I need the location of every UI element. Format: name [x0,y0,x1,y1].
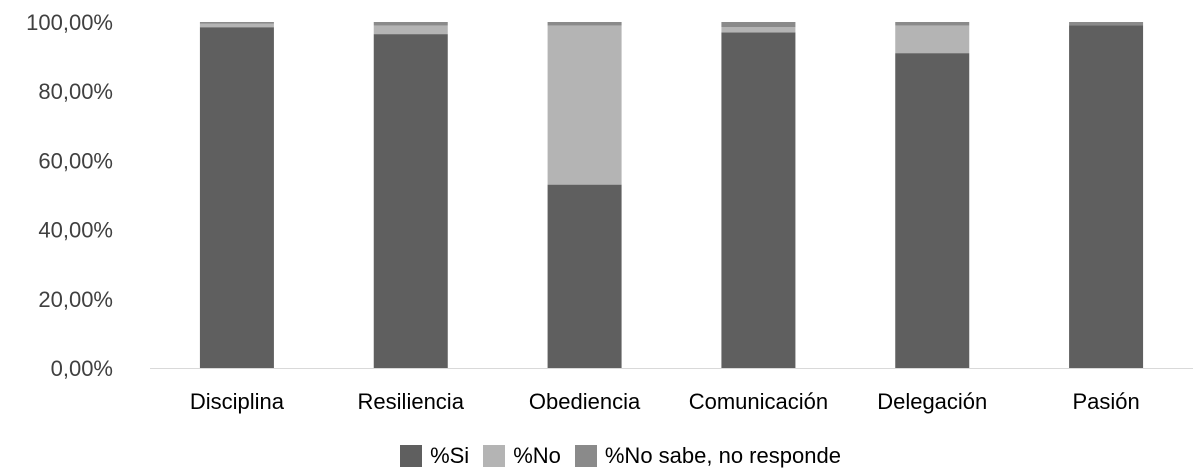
bar-segment-si [1069,25,1144,369]
legend-label: %No sabe, no responde [604,442,841,468]
y-axis: 0,00% 20,00% 40,00% 60,00% 80,00% 100,00% [26,10,113,381]
bar-segment-si [199,27,274,368]
legend-item: %No sabe, no responde [574,442,841,469]
legend: %Si %No %No sabe, no responde [0,438,1201,473]
bar-segment-nsnr [547,22,622,26]
bar-segment-nsnr [1069,22,1144,26]
y-tick-label: 0,00% [51,356,113,381]
y-tick-label: 100,00% [26,10,113,35]
legend-item: %Si [400,443,469,469]
legend-swatch [400,444,423,467]
bar-segment-no [199,23,274,28]
x-category-label: Resiliencia [358,389,465,414]
bar-segment-si [721,32,796,368]
x-category-label: Delegación [877,389,987,414]
bar-segment-no [895,25,970,54]
bar-segment-si [895,53,970,368]
y-tick-label: 20,00% [38,287,113,312]
bar-segment-no [373,25,448,35]
bar-segment-nsnr [721,22,796,28]
legend-label: %No [513,442,561,468]
legend-swatch [483,444,506,467]
bar-segment-si [547,184,622,368]
bar-segment-nsnr [895,22,970,26]
x-axis: Disciplina Resiliencia Obediencia Comunicac… [190,389,1140,414]
bar-segment-nsnr [373,22,448,26]
legend-swatch [574,444,597,467]
x-category-label: Disciplina [190,389,285,414]
x-category-label: Pasión [1072,389,1139,414]
y-tick-label: 60,00% [38,148,113,173]
legend-item: %No [483,443,561,469]
bar-segment-si [373,34,448,369]
bar-segment-nsnr [199,22,274,24]
y-tick-label: 80,00% [38,79,113,104]
bars [199,22,1144,369]
y-tick-label: 40,00% [38,218,113,243]
legend-label: %Si [430,442,470,468]
bar-segment-no [721,27,796,33]
x-category-label: Obediencia [529,389,641,414]
bar-segment-no [547,25,622,185]
x-category-label: Comunicación [689,389,828,414]
